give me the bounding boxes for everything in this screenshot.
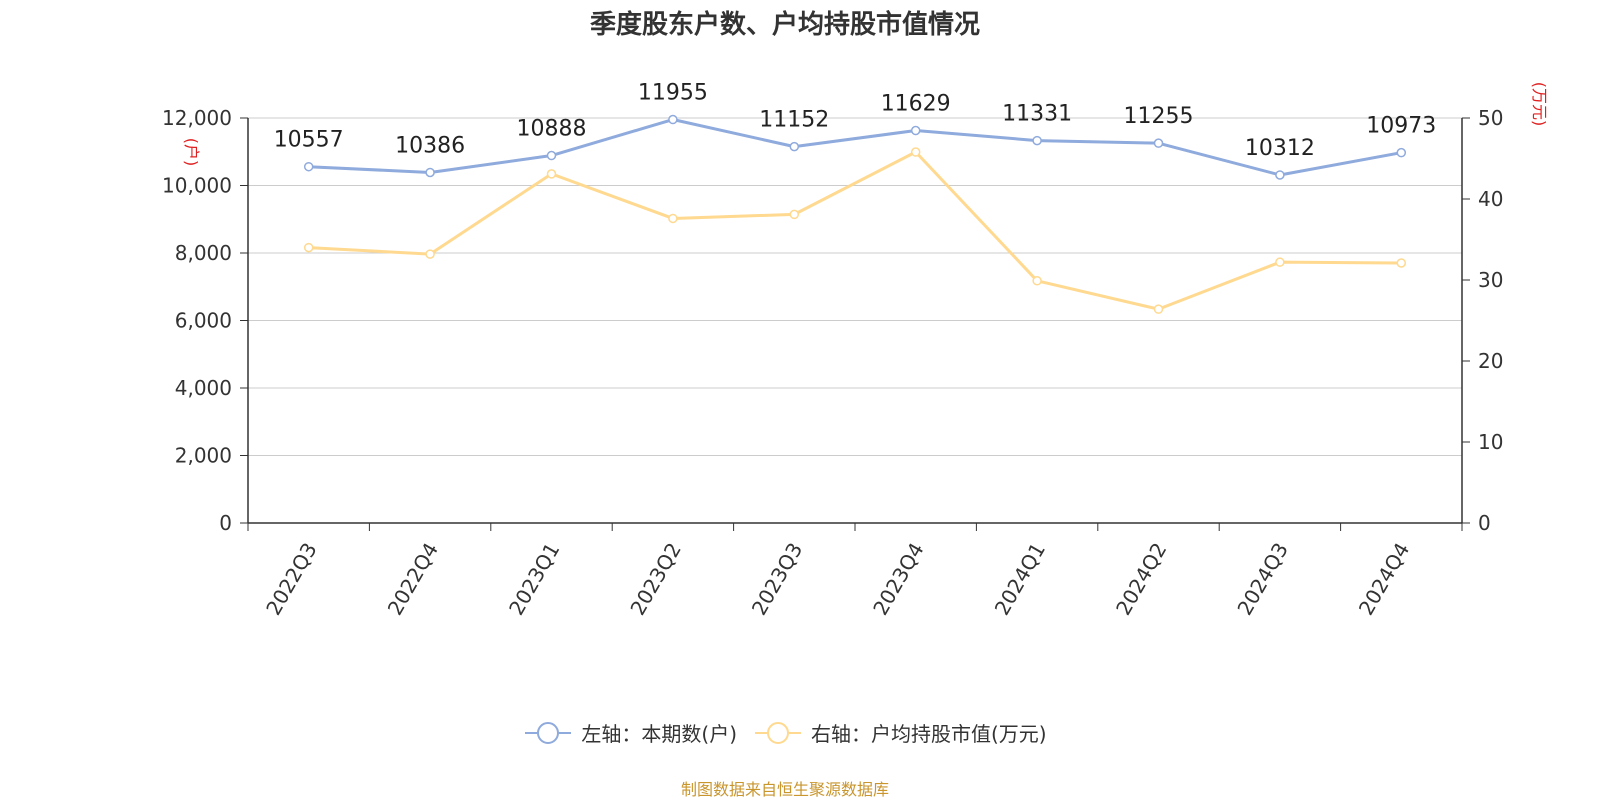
data-labels: 10557 10386 10888 11955 11152 11629 11331 11255… (274, 81, 1437, 161)
data-label: 11255 (1124, 104, 1194, 129)
right-axis-unit-label: (万元) (1530, 82, 1549, 127)
data-point-left (789, 141, 800, 152)
left-axis-tick-label: 8,000 (175, 241, 232, 265)
chart-title: 季度股东户数、户均持股市值情况 (589, 10, 980, 40)
legend-item-right-series[interactable]: 右轴：户均持股市值(万元) (753, 718, 1047, 747)
x-axis-category-label: 2022Q4 (383, 539, 443, 620)
data-point-left (910, 125, 921, 136)
legend-marker-left-icon (525, 721, 572, 744)
right-axis-tick-label: 30 (1478, 268, 1503, 292)
right-axis-tick-label: 50 (1478, 106, 1503, 130)
left-axis-tick-label: 4,000 (175, 376, 232, 400)
x-axis-category-label: 2024Q3 (1232, 539, 1292, 620)
series-lines (303, 114, 1407, 314)
data-point-right (1153, 304, 1164, 314)
legend-marker-right-icon (755, 721, 801, 744)
series-line-left (308, 118, 1402, 177)
data-point-left (1032, 135, 1042, 146)
right-axis-tick-label: 20 (1478, 349, 1503, 373)
legend-item-left-series[interactable]: 左轴：本期数(户) (523, 718, 737, 747)
x-axis-category-label: 2022Q3 (261, 539, 321, 620)
x-axis-category-label: 2024Q2 (1111, 539, 1171, 620)
left-axis-tick-label: 6,000 (175, 309, 232, 333)
left-axis-tick-label: 0 (219, 511, 232, 535)
data-label: 11629 (881, 92, 951, 117)
x-axis-category-label: 2024Q1 (990, 539, 1050, 620)
data-label: 10973 (1366, 114, 1436, 139)
data-label: 10386 (395, 133, 465, 158)
x-axis-category-label: 2023Q4 (868, 539, 928, 620)
data-point-right (1396, 258, 1407, 268)
data-point-right (425, 249, 435, 259)
data-point-left (1396, 147, 1407, 158)
data-point-right (546, 169, 557, 179)
legend: 左轴：本期数(户) 右轴：户均持股市值(万元) (0, 718, 1570, 747)
grid-lines (248, 117, 1462, 456)
data-point-left (668, 114, 678, 125)
left-axis-unit-label: (户) (182, 138, 201, 167)
data-point-left (303, 161, 314, 172)
data-label: 11955 (638, 81, 708, 106)
data-label: 10557 (274, 128, 344, 153)
data-label: 11331 (1002, 102, 1072, 127)
data-label: 11152 (759, 108, 829, 133)
data-point-right (789, 209, 800, 220)
line-chart: 0 2,000 4,000 6,000 8,000 10,000 12,000 0 10 20 30… (162, 81, 1549, 620)
left-axis-tick-label: 2,000 (175, 444, 232, 468)
x-axis-category-label: 2024Q4 (1354, 539, 1414, 620)
x-axis-category-label: 2023Q2 (625, 539, 685, 620)
series-line-right (308, 150, 1402, 311)
data-point-left (425, 167, 435, 178)
data-point-right (303, 242, 314, 253)
data-point-right (910, 147, 921, 157)
data-point-left (546, 150, 557, 161)
data-source-note: 制图数据来自恒生聚源数据库 (680, 780, 889, 799)
right-axis-tick-label: 40 (1478, 187, 1503, 211)
legend-label-left-series: 左轴：本期数(户) (581, 722, 737, 746)
data-point-right (668, 213, 678, 224)
right-axis-tick-label: 10 (1478, 430, 1503, 454)
left-axis-tick-label: 12,000 (162, 106, 232, 130)
data-point-left (1153, 138, 1164, 148)
left-axis-tick-label: 10,000 (162, 174, 232, 198)
data-point-right (1275, 257, 1285, 267)
data-label: 10888 (517, 117, 587, 142)
data-point-right (1032, 276, 1042, 286)
x-axis-category-label: 2023Q1 (504, 539, 564, 620)
right-axis-tick-label: 0 (1478, 511, 1491, 535)
legend-label-right-series: 右轴：户均持股市值(万元) (811, 722, 1047, 746)
data-label: 10312 (1245, 136, 1315, 161)
data-point-left (1275, 170, 1285, 180)
x-axis-category-label: 2023Q3 (747, 539, 807, 620)
